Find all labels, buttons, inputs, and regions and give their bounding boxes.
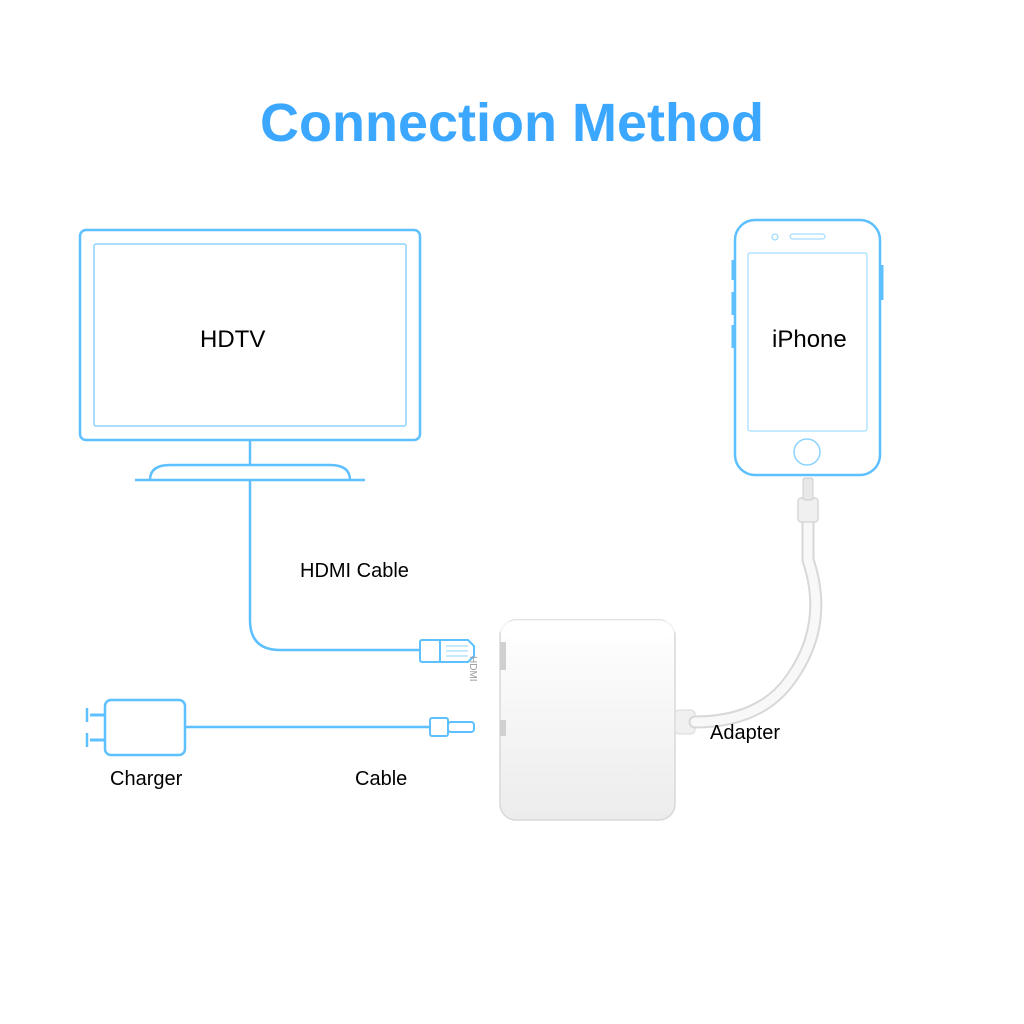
adapter-icon bbox=[500, 620, 695, 820]
label-cable: Cable bbox=[355, 768, 407, 791]
diagram-title: Connection Method bbox=[0, 92, 1024, 154]
charger-icon bbox=[87, 700, 474, 755]
hdtv-icon bbox=[80, 230, 420, 480]
label-hdtv: HDTV bbox=[200, 326, 265, 354]
label-adapter: Adapter bbox=[710, 722, 780, 745]
label-charger: Charger bbox=[110, 768, 182, 791]
label-hdmi-cable: HDMI Cable bbox=[300, 560, 409, 583]
label-iphone: iPhone bbox=[772, 326, 847, 354]
label-hdmi-port: HDMI bbox=[467, 656, 478, 682]
adapter-to-iphone-cable bbox=[695, 478, 818, 722]
